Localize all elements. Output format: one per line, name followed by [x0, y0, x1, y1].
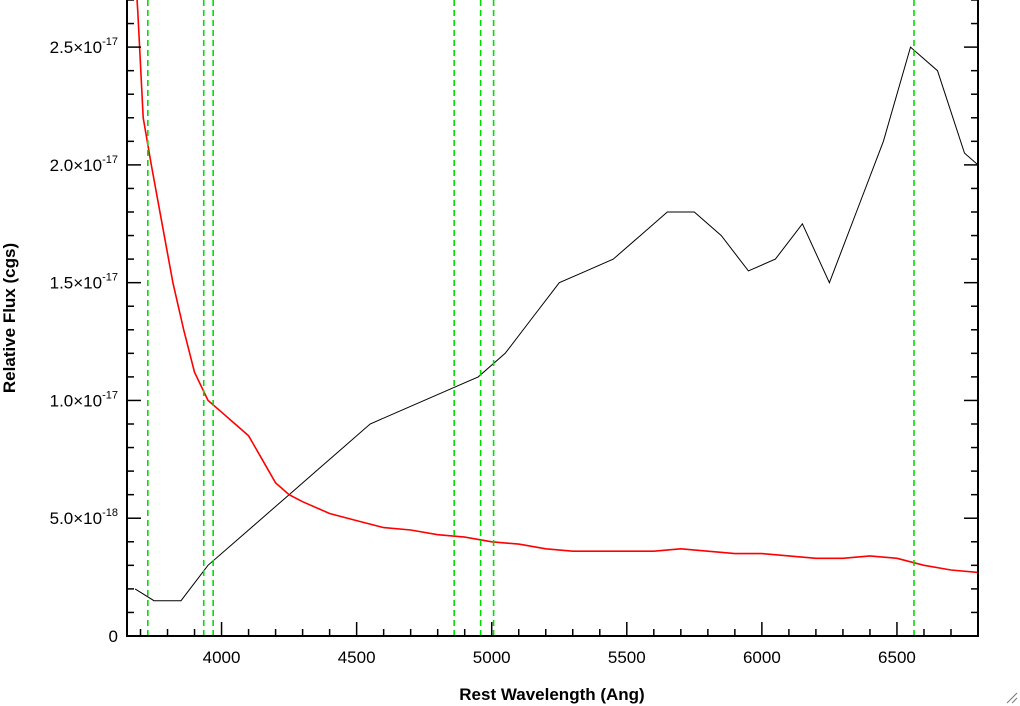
- series-line-1: [134, 46, 978, 602]
- x-tick-label: 5000: [473, 648, 511, 667]
- x-tick-label: 4500: [338, 648, 376, 667]
- y-tick-label: 5.0×10-18: [50, 507, 118, 528]
- x-axis: 4000 4500 5000 5500 6000 6500: [139, 622, 979, 667]
- y-tick-label: 1.5×10-17: [50, 272, 118, 293]
- y-tick-label: 2.0×10-17: [50, 154, 118, 175]
- y-tick-label: 2.5×10-17: [50, 36, 118, 57]
- series-layer: [134, 0, 978, 602]
- x-tick-label: 5500: [608, 648, 646, 667]
- x-axis-title: Rest Wavelength (Ang): [459, 685, 644, 704]
- x-tick-label: 4000: [203, 648, 241, 667]
- y-axis-title: Relative Flux (cgs): [0, 243, 19, 393]
- series-line-2: [136, 0, 978, 574]
- y-tick-label: 1.0×10-17: [50, 389, 118, 410]
- x-tick-label: 6500: [878, 648, 916, 667]
- emission-line-markers: [147, 0, 915, 636]
- y-tick-label: 0: [109, 627, 118, 646]
- plot-frame: [126, 0, 979, 637]
- y-axis: 0 5.0×10-18 1.0×10-17 1.5×10-17 2.0×10-17 2.5…: [50, 0, 978, 646]
- x-tick-label: 6000: [743, 648, 781, 667]
- plot-area: [134, 0, 978, 636]
- resize-grip-icon[interactable]: [1004, 690, 1018, 704]
